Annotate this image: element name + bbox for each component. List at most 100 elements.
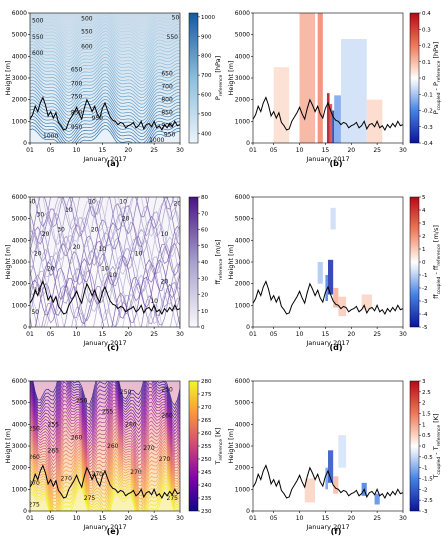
anomaly-patch-4 [374,493,380,505]
contour-line-30 [30,390,180,436]
anomaly-patch-6 [330,207,336,230]
x-tick-label: 01 [249,515,257,522]
colorbar-tick-label: 0 [422,76,426,82]
background [253,381,403,511]
anomaly-patch-5 [361,294,372,310]
contour-line-22 [30,56,180,84]
colorbar-tick-label: 230 [201,509,212,515]
contour-line-14 [30,441,180,486]
x-tick-label: 10 [296,147,304,154]
contour-label-20: 20 [174,201,182,208]
contour-label-3: 500 [81,15,93,22]
contour-label-14: 270 [130,469,142,476]
contour-line-28 [30,396,180,442]
colorbar [188,380,199,512]
contour-line-1 [30,483,180,511]
colorbar-tick-label: 0.1 [422,60,431,66]
contour-line-0 [30,128,180,143]
colorbar-tick-label: 245 [201,470,212,476]
contour-line-19 [30,197,180,242]
contour-line-19 [30,424,180,470]
contour-line-17 [30,197,180,254]
contour-label-15: 10 [109,272,117,279]
contour-label-18: 20 [161,279,169,286]
colorbar-tick-label: 5 [422,195,426,201]
x-tick-label: 20 [124,147,132,154]
contour-label-15: 270 [143,445,155,452]
y-tick-label: 2000 [12,97,27,104]
contour-line-5 [30,471,180,511]
y-tick-label: 2000 [12,465,27,472]
contour-line-17 [30,431,180,476]
x-tick-label: 25 [373,515,381,522]
y-tick-label: 4000 [235,237,250,244]
contour-label-13: 260 [125,421,137,428]
x-axis-label: January 2017 [82,523,126,531]
contour-label-13: 10 [119,198,127,205]
boundary-layer-height-line [253,464,403,500]
colorbar-tick-label: -1.5 [422,477,433,483]
contour-line-9 [30,458,180,503]
anomaly-patch-0 [328,450,334,483]
contour-line-33 [30,381,180,426]
contour-line-12 [30,89,180,116]
anomaly-patch-6 [340,39,367,143]
contour-line-20 [30,63,180,90]
contour-line-33 [30,21,180,48]
colorbar-tick-label: 1.5 [422,412,431,418]
y-axis-label: Height [m] [227,61,235,96]
y-tick-label: 4000 [235,421,250,428]
contour-label-10: 255 [102,408,114,415]
anomaly-patch-0 [299,13,316,143]
colorbar-label: Preference [hPa] [214,56,224,100]
anomaly-patch-4 [332,110,335,143]
contour-line-23 [30,53,180,80]
plot-area-a: 5005506005005506006507007508509501000500… [30,13,180,144]
contour-label-20: 1000 [149,137,164,144]
contour-label-10: 950 [71,124,83,131]
contour-line-0 [30,293,180,327]
y-axis-label: Height [m] [4,61,12,96]
contour-label-0: 50 [28,198,36,205]
x-tick-label: 20 [124,331,132,338]
contour-line-7 [30,251,180,312]
x-tick-label: 30 [176,515,184,522]
colorbar-tick-label: 0.4 [422,11,431,17]
colorbar [188,196,199,328]
x-tick-label: 25 [373,147,381,154]
contour-line-35 [30,14,180,41]
contour-label-14: 650 [161,71,173,78]
colorbar-tick-label: 700 [201,73,212,79]
contour-line-28 [30,37,180,64]
colorbar-tick-label: 1000 [201,15,215,21]
colorbar-tick-label: -2 [422,487,427,493]
panel-a: 5005506005005506006507007508509501000500… [4,10,224,168]
colorbar-tick-label: 900 [201,34,212,40]
contour-label-10: 20 [91,227,99,234]
colorbar-tick-label: -0.2 [422,109,433,115]
panel-label: (b) [329,159,342,168]
contour-line-20 [30,421,180,466]
contour-line-5 [30,265,180,325]
colorbar-tick-label: 0.3 [422,27,431,33]
x-tick-label: 01 [249,331,257,338]
colorbar-tick-label: -3 [422,299,428,305]
panel-label: (e) [107,527,120,536]
colorbar-tick-label: 1 [422,422,426,428]
colorbar-tick-label: -1 [422,466,427,472]
colorbar-tick-label: -0.4 [422,141,433,147]
contour-line-4 [30,474,180,511]
contour-line-24 [30,408,180,454]
y-tick-label: 6000 [12,378,27,385]
y-tick-label: 5000 [12,216,27,223]
colorbar-label: ffcoupled - ffreference [m/s] [432,225,442,299]
x-tick-label: 15 [99,331,107,338]
y-tick-label: 6000 [235,194,250,201]
contour-line-27 [30,40,180,67]
x-tick-label: 20 [347,515,355,522]
colorbar-tick-label: 1 [422,247,426,253]
contour-line-20 [37,197,179,237]
colorbar-tick-label: 270 [201,405,212,411]
x-axis-label: January 2017 [305,339,349,347]
y-axis-label: Height [m] [227,245,235,280]
